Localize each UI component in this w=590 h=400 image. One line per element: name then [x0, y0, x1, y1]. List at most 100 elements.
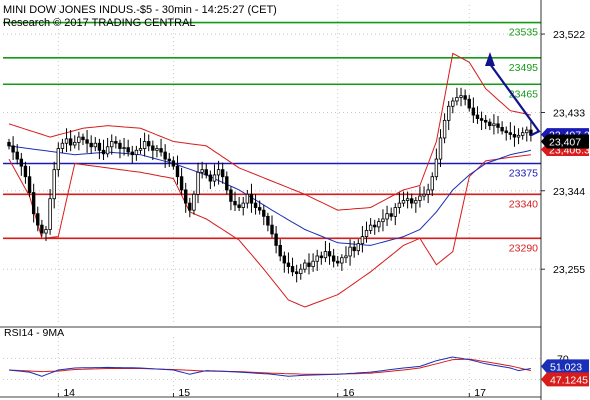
candle-86: [360, 226, 365, 253]
candle-104: [434, 148, 439, 181]
candle-42: [179, 167, 184, 196]
candle-27: [118, 139, 122, 159]
candle-38: [163, 144, 167, 168]
rsi-ma-value-tag-text: 47.1245: [550, 374, 588, 386]
level-label-23495: 23495: [509, 62, 538, 74]
price-tag-last-text: 23,407: [549, 136, 581, 148]
candle-31: [134, 145, 139, 161]
rsi-ma-value-tag: 47.1245: [541, 372, 589, 387]
candle-101: [422, 186, 426, 201]
candle-100: [418, 186, 422, 208]
candle-95: [397, 192, 402, 214]
candle-98: [410, 193, 414, 209]
candle-26: [114, 136, 118, 149]
candle-69: [290, 257, 295, 277]
candle-22: [97, 138, 102, 160]
candle-46: [196, 162, 200, 204]
forecast-arrow-line: [489, 63, 541, 137]
candle-43: [184, 182, 188, 213]
candle-39: [167, 152, 171, 168]
candle-8: [40, 219, 44, 237]
chart-title: MINI DOW JONES INDUS.-$5 - 30min - 14:25…: [3, 4, 277, 16]
candle-15: [68, 130, 73, 152]
candle-28: [122, 137, 126, 156]
candle-82: [344, 246, 348, 264]
level-label-23535: 23535: [509, 27, 538, 39]
x-tick-label-0: 14: [63, 387, 75, 399]
candle-64: [270, 215, 274, 238]
candle-92: [385, 205, 389, 227]
candle-77: [323, 240, 328, 263]
candle-89: [373, 219, 377, 235]
candle-67: [282, 251, 287, 273]
candle-7: [36, 206, 40, 232]
rsi-title: RSI14 - 9MA: [4, 327, 64, 339]
candle-41: [175, 155, 180, 185]
candle-71: [299, 263, 303, 280]
candle-94: [393, 203, 397, 226]
chart-source: Research © 2017 TRADING CENTRAL: [3, 17, 196, 29]
candle-87: [364, 221, 369, 243]
bollinger-bands: [8, 52, 532, 308]
candle-4: [23, 161, 28, 184]
candle-97: [405, 191, 410, 209]
candle-59: [249, 183, 254, 213]
candle-21: [93, 137, 97, 152]
candle-112: [467, 94, 471, 112]
y-tick-label-3: 23,255: [553, 264, 585, 276]
candle-53: [225, 171, 229, 195]
candle-121: [504, 126, 508, 141]
candle-90: [377, 218, 381, 233]
candle-61: [257, 200, 262, 215]
rsi-value-tag: 51.023: [541, 359, 589, 374]
candle-76: [319, 251, 324, 265]
candle-91: [381, 209, 385, 232]
candle-79: [331, 248, 336, 268]
candle-68: [286, 252, 291, 274]
candle-29: [126, 139, 130, 157]
candle-124: [516, 128, 521, 145]
y-tick-label-2: 23,344: [553, 186, 585, 198]
rsi-value-tag-text: 51.023: [550, 361, 582, 373]
candle-115: [479, 111, 484, 131]
candle-62: [262, 204, 266, 226]
candle-85: [356, 239, 360, 256]
candle-96: [401, 191, 406, 207]
candle-19: [85, 130, 89, 153]
candle-33: [142, 132, 147, 157]
candle-123: [512, 125, 517, 147]
candle-57: [241, 196, 245, 216]
candle-2: [15, 144, 19, 165]
candle-75: [315, 249, 319, 271]
candle-11: [52, 161, 56, 209]
candle-107: [447, 100, 451, 131]
candle-13: [60, 138, 65, 153]
candle-93: [389, 207, 393, 221]
candle-17: [77, 131, 81, 151]
candle-73: [307, 253, 311, 275]
candle-119: [496, 115, 500, 134]
candle-70: [294, 264, 299, 283]
candle-114: [475, 106, 480, 124]
candle-40: [171, 156, 176, 170]
candle-84: [352, 240, 356, 258]
rsi-panel: [0, 326, 541, 377]
candle-126: [525, 126, 529, 142]
candle-116: [483, 115, 488, 130]
candle-106: [442, 113, 447, 144]
candle-25: [110, 134, 114, 155]
candle-110: [459, 87, 463, 107]
candle-58: [245, 189, 250, 209]
candle-6: [31, 183, 36, 223]
x-tick-label-2: 16: [343, 387, 355, 399]
candle-125: [520, 127, 525, 140]
candle-34: [147, 134, 151, 152]
candle-30: [130, 145, 134, 164]
candle-24: [105, 137, 110, 158]
lower-band-line: [8, 154, 531, 308]
candle-66: [278, 239, 282, 262]
candle-74: [311, 253, 315, 272]
